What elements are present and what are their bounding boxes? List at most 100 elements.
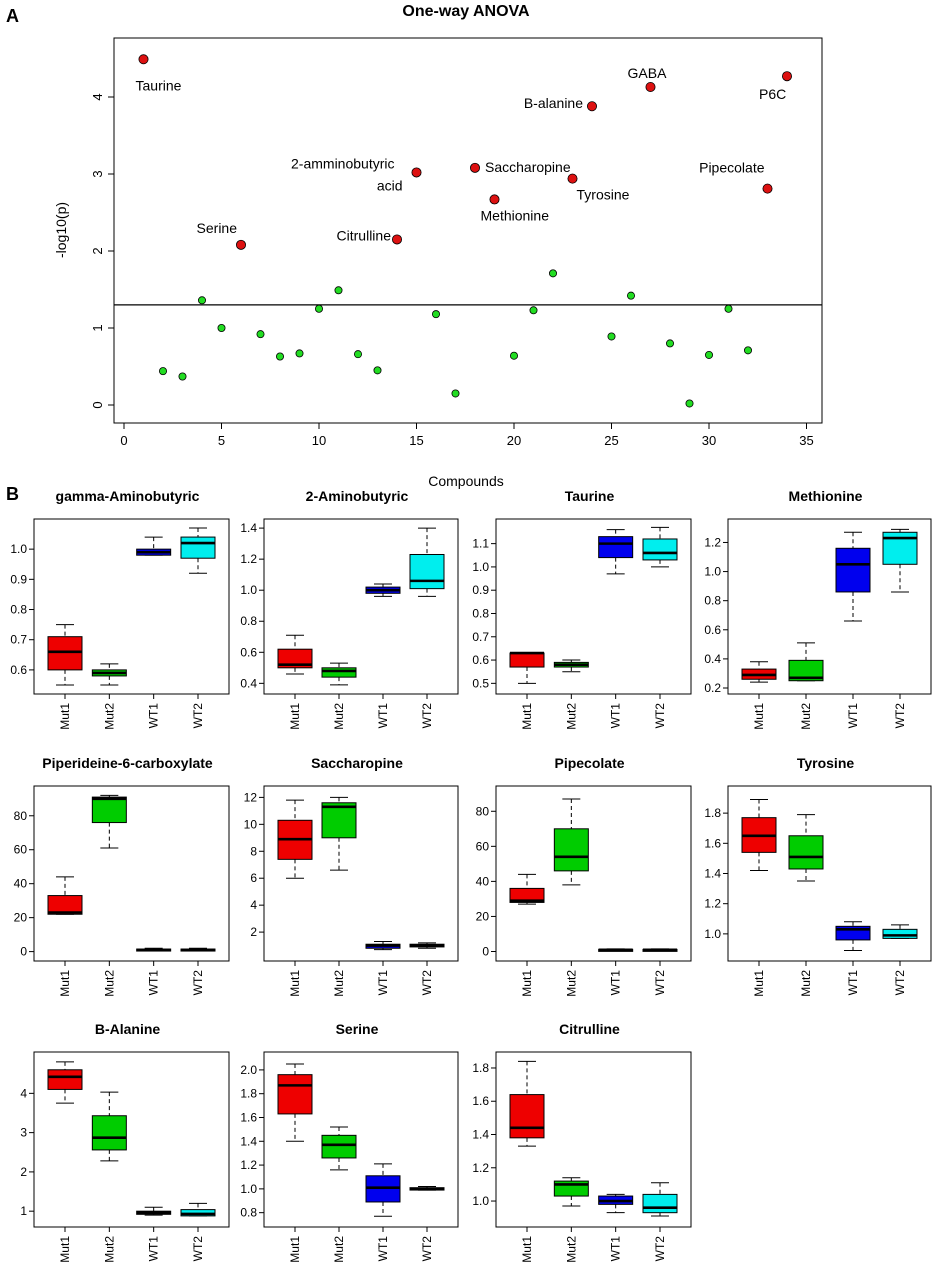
group-label: WT2 — [191, 703, 205, 729]
x-tick-label: 15 — [409, 433, 423, 448]
y-tick-label: 1.2 — [704, 535, 721, 549]
box-wt2 — [180, 536, 216, 559]
y-tick-label: 1.0 — [704, 927, 721, 941]
significant-point — [587, 101, 598, 112]
box-mut2 — [788, 835, 824, 870]
x-tick-label: 25 — [604, 433, 618, 448]
y-tick-label: 1.1 — [472, 537, 489, 551]
y-tick-label: 0.4 — [704, 652, 721, 666]
group-label: Mut1 — [520, 1236, 534, 1263]
point — [178, 372, 187, 381]
group-label: WT1 — [376, 703, 390, 729]
y-tick-label: 1.8 — [240, 1087, 257, 1101]
boxplot-2-aminobutyric: 2-Aminobutyric 0.4 0.6 0.8 1.0 1.2 1.4 Mut1 Mut2… — [240, 488, 459, 730]
x-tick-label: 0 — [120, 433, 127, 448]
y-tick-label: 2.0 — [240, 1063, 257, 1077]
point — [158, 367, 167, 376]
y-tick-label: 1.6 — [240, 1110, 257, 1124]
group-label: WT1 — [846, 703, 860, 729]
significant-point — [138, 54, 149, 65]
y-tick-label: 2 — [250, 925, 257, 939]
y-tick-label: 80 — [476, 804, 490, 818]
group-label: Mut2 — [564, 970, 578, 997]
point — [529, 306, 538, 315]
group-label: Mut1 — [288, 703, 302, 730]
box-mut1 — [277, 648, 313, 669]
point — [685, 399, 694, 408]
point-label: Tyrosine — [577, 187, 630, 203]
x-tick-label: 10 — [312, 433, 326, 448]
point-label: P6C — [759, 86, 786, 102]
group-label: WT1 — [376, 1236, 390, 1262]
y-tick-label: 0.6 — [704, 623, 721, 637]
panel-a-letter: A — [6, 6, 19, 26]
boxplot-frame — [495, 518, 692, 695]
point-label: GABA — [628, 65, 668, 81]
y-tick-label: 0.8 — [704, 594, 721, 608]
y-tick-label: 60 — [14, 843, 28, 857]
y-tick-label: 0.9 — [472, 583, 489, 597]
significant-point — [762, 183, 773, 194]
group-label: WT2 — [420, 1236, 434, 1262]
group-label: WT2 — [191, 970, 205, 996]
group-label: Mut2 — [564, 703, 578, 730]
boxplot-title: 2-Aminobutyric — [306, 488, 409, 504]
point — [353, 350, 362, 359]
box-mut1 — [277, 1074, 313, 1115]
boxplot-frame — [727, 518, 932, 695]
point — [607, 332, 616, 341]
y-tick-label: 1.0 — [10, 542, 27, 556]
box-mut1 — [47, 895, 83, 915]
group-label: Mut1 — [520, 703, 534, 730]
x-tick-label: 35 — [799, 433, 813, 448]
boxplot-title: Methionine — [789, 488, 863, 504]
group-label: Mut2 — [564, 1236, 578, 1263]
boxplot-title: gamma-Aminobutyric — [56, 488, 200, 504]
group-label: WT2 — [893, 970, 907, 996]
y-tick-label: 0.8 — [240, 614, 257, 628]
boxplot-tyrosine: Tyrosine 1.0 1.2 1.4 1.6 1.8 Mut1 Mut2 WT1 WT2 — [704, 755, 932, 997]
point — [705, 350, 714, 359]
box-mut2 — [91, 1115, 127, 1151]
point — [334, 286, 343, 295]
group-label: WT1 — [609, 1236, 623, 1262]
y-tick-label: 1.2 — [472, 1161, 489, 1175]
point — [451, 389, 460, 398]
group-label: Mut2 — [332, 703, 346, 730]
group-label: WT1 — [609, 703, 623, 729]
y-tick-label: 12 — [244, 790, 258, 804]
group-label: Mut2 — [332, 1236, 346, 1263]
chart-title: One-way ANOVA — [402, 3, 530, 20]
y-tick-label: 1.0 — [704, 565, 721, 579]
group-label: Mut1 — [288, 1236, 302, 1263]
y-tick-label: 2 — [20, 1165, 27, 1179]
boxplot-title: Piperideine-6-carboxylate — [42, 755, 213, 771]
y-tick-label: 1.4 — [472, 1128, 489, 1142]
significant-point — [235, 239, 246, 250]
panel-b-letter: B — [6, 484, 19, 504]
boxplot-gamma-aminobutyric: gamma-Aminobutyric 0.6 0.7 0.8 0.9 1.0 Mut1 Mut… — [10, 488, 230, 730]
y-tick-label: 1.0 — [240, 583, 257, 597]
boxplot-frame — [263, 1051, 459, 1228]
point — [666, 339, 675, 348]
y-tick-label: 1.2 — [240, 552, 257, 566]
y-tick-label: 20 — [14, 911, 28, 925]
box-mut1 — [509, 652, 545, 668]
point — [314, 304, 323, 313]
group-label: Mut1 — [58, 1236, 72, 1263]
y-tick-label: 0.8 — [240, 1206, 257, 1220]
y-tick-label: 1.8 — [704, 806, 721, 820]
box-mut2 — [91, 796, 127, 824]
point — [373, 366, 382, 375]
x-tick-label: 5 — [218, 433, 225, 448]
panel-a: A One-way ANOVA Compounds -log10(p) 0 5 10… — [6, 3, 823, 489]
box-mut2 — [553, 828, 589, 872]
point — [217, 323, 226, 332]
point — [295, 349, 304, 358]
box-wt2 — [409, 553, 445, 590]
group-label: Mut2 — [102, 970, 116, 997]
boxplot-piperideine-6-carboxylate: Piperideine-6-carboxylate 0 20 40 60 80 Mut1 Mu… — [14, 755, 230, 997]
y-tick-label: 1.4 — [240, 521, 257, 535]
y-tick-label: 4 — [20, 1086, 27, 1100]
y-tick-label: 1.6 — [704, 836, 721, 850]
